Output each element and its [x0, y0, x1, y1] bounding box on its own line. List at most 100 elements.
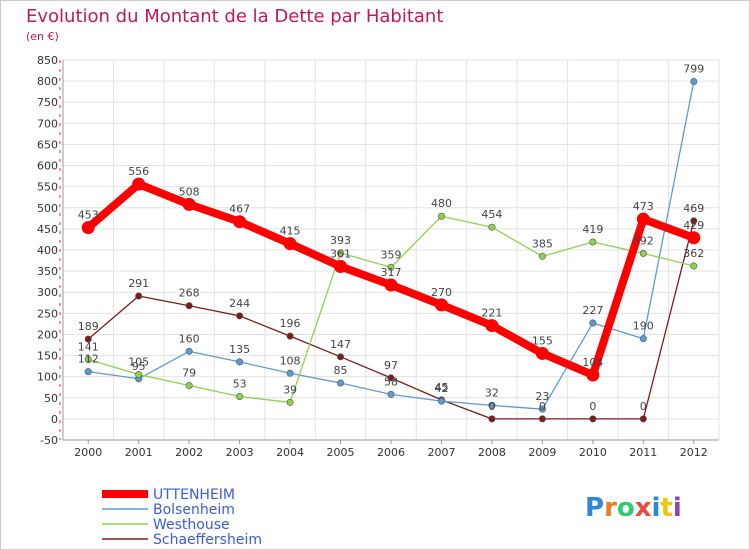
data-point	[387, 390, 395, 398]
data-label: 508	[179, 185, 200, 198]
data-label: 473	[633, 200, 654, 213]
data-label: 97	[384, 359, 398, 372]
legend-label: Bolsenheim	[153, 502, 235, 518]
data-label: 799	[683, 63, 704, 76]
data-point	[538, 405, 546, 413]
data-point	[182, 197, 196, 211]
data-label: 0	[488, 400, 495, 413]
data-label: 79	[182, 367, 196, 380]
y-axis: -50 0 50 100 150 200 250 300 350 400 450 500 550 600 6…	[37, 54, 64, 447]
x-axis: 2000 2001 2002 2003 2004 2005 2006 2007 2008 2009…	[63, 439, 719, 459]
data-label: 392	[633, 234, 654, 247]
data-point	[639, 249, 647, 257]
data-point	[84, 368, 92, 376]
data-label: 190	[633, 320, 654, 333]
data-point	[687, 231, 701, 245]
logo-letter: r	[604, 493, 617, 523]
y-tick-label: 750	[37, 96, 58, 109]
data-label: 454	[481, 208, 502, 221]
data-label: 270	[431, 286, 452, 299]
data-point	[690, 78, 698, 86]
y-tick-label: 800	[37, 75, 58, 88]
data-label: 361	[330, 247, 351, 260]
data-label: 141	[78, 340, 99, 353]
data-label: 480	[431, 197, 452, 210]
data-label: 155	[532, 334, 553, 347]
series-layer	[81, 78, 701, 423]
legend: UTTENHEIMBolsenheimWesthouseSchaeffershe…	[102, 487, 262, 548]
data-label: 95	[132, 360, 146, 373]
data-point	[690, 262, 698, 270]
data-label: 42	[434, 382, 448, 395]
data-point	[535, 346, 549, 360]
y-tick-label: 350	[37, 265, 58, 278]
y-tick-label: 400	[37, 244, 58, 257]
x-tick-label: 2009	[528, 446, 556, 459]
data-point	[236, 358, 244, 366]
chart-subtitle: (en €)	[26, 30, 59, 43]
data-label: 0	[539, 400, 546, 413]
data-point	[485, 319, 499, 333]
data-label: 317	[381, 266, 402, 279]
x-tick-label: 2001	[125, 446, 153, 459]
x-tick-label: 2010	[579, 446, 607, 459]
data-label: 227	[582, 304, 603, 317]
data-point	[589, 415, 597, 423]
y-tick-label: 600	[37, 160, 58, 173]
y-tick-label: 650	[37, 138, 58, 151]
data-point	[538, 252, 546, 260]
data-point	[84, 335, 92, 343]
data-point	[589, 238, 597, 246]
x-tick-label: 2007	[427, 446, 455, 459]
data-point	[283, 237, 297, 251]
data-point	[337, 249, 345, 257]
data-point	[185, 347, 193, 355]
x-tick-label: 2005	[327, 446, 355, 459]
logo-letter: t	[660, 493, 672, 523]
y-tick-label: 50	[44, 392, 58, 405]
data-point	[236, 393, 244, 401]
data-label: 419	[582, 223, 603, 236]
y-tick-label: 500	[37, 202, 58, 215]
x-tick-label: 2003	[226, 446, 254, 459]
data-point	[337, 353, 345, 361]
data-point	[185, 382, 193, 390]
data-point	[132, 177, 146, 191]
data-label: 104	[582, 356, 603, 369]
x-tick-label: 2006	[377, 446, 405, 459]
data-label: 53	[233, 378, 247, 391]
data-point	[135, 292, 143, 300]
data-point	[81, 221, 95, 235]
data-point	[286, 398, 294, 406]
data-point	[236, 312, 244, 320]
legend-label: Schaeffersheim	[153, 532, 262, 548]
logo-letter: x	[635, 493, 652, 523]
data-label: 108	[280, 354, 301, 367]
data-point	[286, 332, 294, 340]
data-point	[334, 259, 348, 273]
proxiti-logo: Proxiti	[585, 493, 682, 523]
data-point	[589, 319, 597, 327]
data-point	[639, 335, 647, 343]
y-tick-label: 850	[37, 54, 58, 67]
x-tick-label: 2004	[276, 446, 304, 459]
data-point	[233, 215, 247, 229]
data-point	[384, 278, 398, 292]
data-label: 45	[434, 381, 448, 394]
data-label: 268	[179, 287, 200, 300]
data-label: 58	[384, 375, 398, 388]
data-label: 556	[128, 165, 149, 178]
data-label: 39	[283, 383, 297, 396]
data-point	[337, 379, 345, 387]
data-label: 32	[485, 386, 499, 399]
data-label: 362	[683, 247, 704, 260]
data-label: 469	[683, 202, 704, 215]
y-tick-label: 700	[37, 117, 58, 130]
data-label: 160	[179, 332, 200, 345]
y-tick-label: 150	[37, 350, 58, 363]
x-tick-label: 2011	[629, 446, 657, 459]
data-point	[387, 263, 395, 271]
data-point	[690, 217, 698, 225]
x-tick-label: 2000	[74, 446, 102, 459]
